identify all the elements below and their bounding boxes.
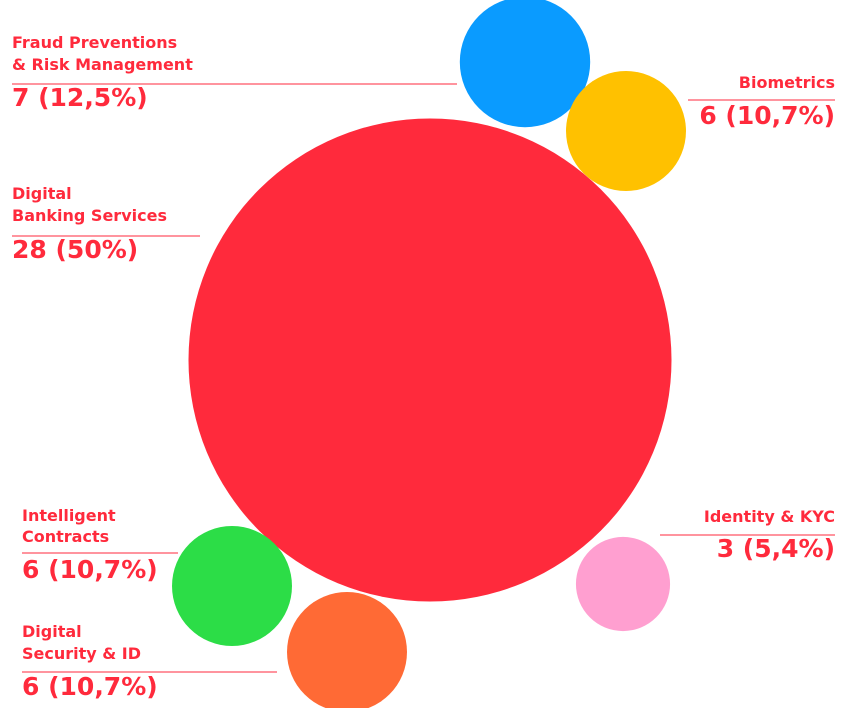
- value-label: 7 (12,5%): [12, 83, 148, 112]
- bubble-label: Biometrics: [739, 73, 835, 92]
- bubble-label: Digital: [22, 622, 82, 641]
- bubble-label: Banking Services: [12, 206, 167, 225]
- bubble-label: & Risk Management: [12, 55, 193, 74]
- bubble-label: Security & ID: [22, 644, 141, 663]
- bubble-label: Contracts: [22, 527, 109, 546]
- bubble: [188, 118, 672, 602]
- value-label: 3 (5,4%): [717, 534, 835, 563]
- bubble: [459, 0, 591, 128]
- value-label: 6 (10,7%): [22, 555, 158, 584]
- bubble-label: Digital: [12, 184, 72, 203]
- value-label: 6 (10,7%): [22, 672, 158, 701]
- bubble-label: Intelligent: [22, 506, 116, 525]
- bubble: [172, 526, 292, 646]
- bubble: [566, 71, 686, 191]
- value-label: 6 (10,7%): [699, 101, 835, 130]
- bubble: [575, 536, 671, 632]
- value-label: 28 (50%): [12, 235, 138, 264]
- bubble-label: Identity & KYC: [704, 507, 835, 526]
- bubble: [287, 592, 407, 708]
- bubble-label: Fraud Preventions: [12, 33, 177, 52]
